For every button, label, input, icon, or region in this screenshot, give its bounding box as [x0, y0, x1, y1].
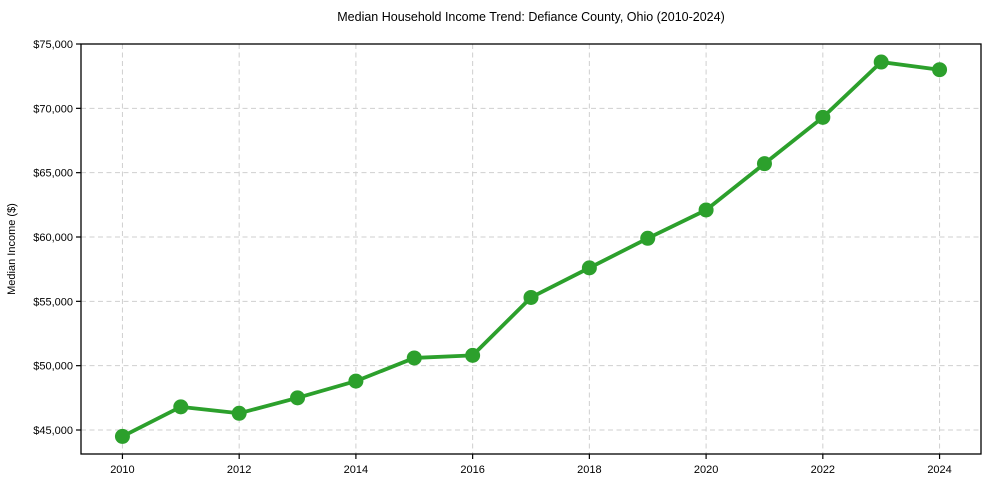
x-tick-label: 2018: [577, 464, 601, 476]
chart-title: Median Household Income Trend: Defiance …: [337, 10, 725, 24]
x-tick-label: 2014: [344, 464, 368, 476]
data-point-2021: [756, 156, 772, 172]
data-point-2016: [465, 347, 481, 363]
x-tick-label: 2010: [110, 464, 134, 476]
y-tick-label: $70,000: [33, 103, 73, 115]
y-tick-label: $55,000: [33, 296, 73, 308]
data-point-2017: [523, 289, 539, 305]
axes-layer: [76, 43, 982, 459]
data-point-2012: [231, 405, 247, 421]
data-point-2018: [581, 260, 597, 276]
x-tick-label: 2012: [227, 464, 251, 476]
data-point-2019: [640, 230, 656, 246]
data-point-2013: [290, 390, 306, 406]
y-axis-label: Median Income ($): [6, 203, 18, 295]
y-tick-label: $50,000: [33, 361, 73, 373]
data-point-2023: [873, 54, 889, 70]
data-point-2014: [348, 373, 364, 389]
x-tick-label: 2016: [460, 464, 484, 476]
data-point-2024: [932, 62, 948, 78]
data-point-2022: [815, 109, 831, 125]
x-tick-label: 2020: [694, 464, 718, 476]
data-point-2015: [406, 350, 422, 366]
series-layer: [114, 54, 948, 444]
y-tick-label: $65,000: [33, 168, 73, 180]
grid-layer: [81, 43, 981, 454]
data-point-2011: [173, 399, 189, 415]
plot-frame: [80, 43, 982, 455]
tick-label-layer: $45,000 $50,000 $55,000 $60,000 $65,000 $70,0…: [33, 39, 952, 476]
x-tick-label: 2022: [811, 464, 835, 476]
y-tick-label: $60,000: [33, 232, 73, 244]
data-point-2010: [114, 428, 130, 444]
data-point-2020: [698, 202, 714, 218]
y-tick-label: $75,000: [33, 39, 73, 51]
y-tick-label: $45,000: [33, 425, 73, 437]
x-tick-label: 2024: [927, 464, 951, 476]
